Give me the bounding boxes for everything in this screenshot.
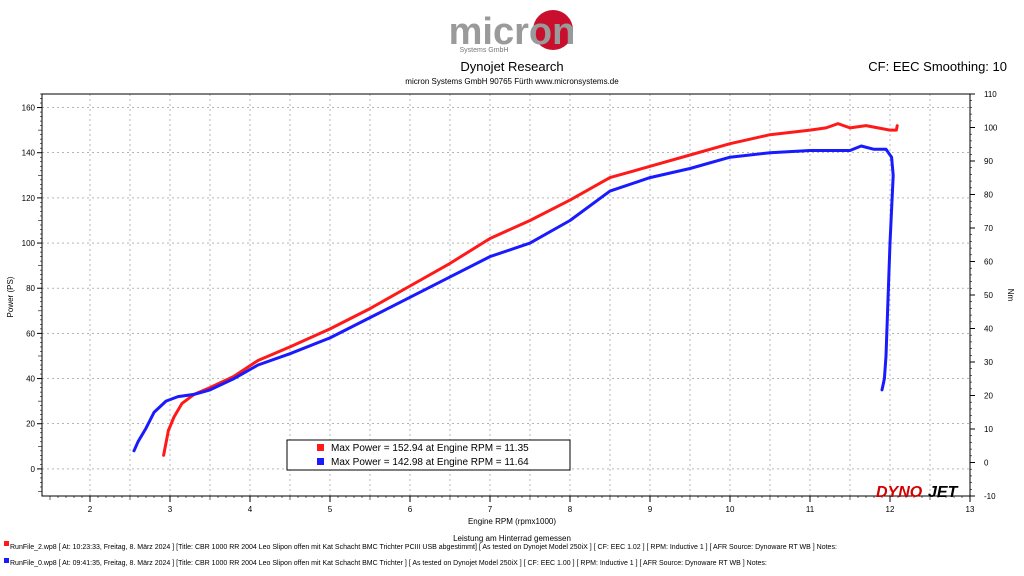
y-tick-label: 20 (26, 420, 35, 429)
y-tick-label: 140 (22, 149, 36, 158)
legend: Max Power = 152.94 at Engine RPM = 11.35… (286, 439, 571, 471)
footer-run-red: RunFile_2.wp8 [ At: 10:23:33, Freitag, 8… (10, 544, 837, 551)
chart-subtitle: micron Systems GmbH 90765 Fürth www.micr… (405, 77, 619, 86)
y2-tick-label: 30 (984, 358, 993, 367)
y2-tick-label: 20 (984, 392, 993, 401)
y-tick-label: 100 (22, 239, 36, 248)
y2-tick-label: 110 (984, 90, 997, 99)
y2-tick-label: -10 (984, 492, 996, 501)
plot-frame (41, 93, 971, 497)
y2-tick-label: 10 (984, 425, 993, 434)
y2-tick-label: 0 (984, 459, 989, 468)
y-tick-label: 80 (26, 284, 35, 293)
x-tick-label: 3 (168, 505, 173, 514)
x-tick-label: 8 (568, 505, 573, 514)
legend-swatch-red (317, 444, 324, 451)
y2-tick-label: 40 (984, 325, 993, 334)
legend-entry-blue: Max Power = 142.98 at Engine RPM = 11.64 (331, 457, 529, 468)
y-tick-label: 160 (22, 104, 36, 113)
footer-run-blue: RunFile_0.wp8 [ At: 09:41:35, Freitag, 8… (10, 560, 767, 567)
logo-subtext: Systems GmbH (459, 47, 508, 54)
series-line-red (162, 122, 899, 457)
legend-entry-red: Max Power = 152.94 at Engine RPM = 11.35 (331, 443, 529, 454)
legend-box (286, 439, 571, 471)
y2-tick-label: 80 (984, 191, 993, 200)
x-tick-label: 9 (648, 505, 653, 514)
y-axis-label: Power (PS) (6, 276, 15, 317)
x-tick-label: 6 (408, 505, 413, 514)
y2-tick-label: 90 (984, 157, 993, 166)
micron-logo: micron Systems GmbH (449, 10, 576, 54)
brand-dyno: DYNO (876, 484, 923, 501)
y2-tick-label: 50 (984, 291, 993, 300)
brand-jet: JET (928, 484, 959, 501)
y-tick-label: 60 (26, 329, 35, 338)
footer-blue-marker (4, 558, 9, 563)
x-tick-label: 10 (726, 505, 735, 514)
y2-tick-label: 60 (984, 258, 993, 267)
logo-circle (533, 10, 573, 50)
x-tick-label: 11 (806, 505, 815, 514)
x-tick-label: 7 (488, 505, 493, 514)
y2-tick-label: 100 (984, 124, 998, 133)
dynojet-brand: DYNO JET (876, 484, 959, 501)
chart-title: Dynojet Research (460, 59, 563, 74)
x-tick-label: 12 (886, 505, 895, 514)
x-tick-label: 4 (248, 505, 253, 514)
y-tick-label: 120 (22, 194, 36, 203)
y-tick-label: 0 (31, 465, 36, 474)
series-layer (132, 122, 899, 457)
x-axis-sublabel: Leistung am Hinterrad gemessen (453, 534, 571, 543)
axis-ticks: 2 3 4 5 6 7 8 9 10 11 12 13020406080100120140160-10… (22, 90, 998, 514)
x-tick-label: 5 (328, 505, 333, 514)
y2-tick-label: 70 (984, 224, 993, 233)
grid (42, 94, 970, 496)
x-axis-label: Engine RPM (rpmx1000) (468, 517, 556, 526)
logo-text: micron (449, 11, 576, 53)
y-tick-label: 40 (26, 375, 35, 384)
series-line-blue (132, 144, 895, 453)
footer-red-marker (4, 541, 9, 546)
y2-axis-label: Nm (1006, 289, 1015, 302)
legend-swatch-blue (317, 458, 324, 465)
x-tick-label: 13 (966, 505, 975, 514)
cf-smoothing-label: CF: EEC Smoothing: 10 (868, 59, 1007, 74)
x-tick-label: 2 (88, 505, 93, 514)
